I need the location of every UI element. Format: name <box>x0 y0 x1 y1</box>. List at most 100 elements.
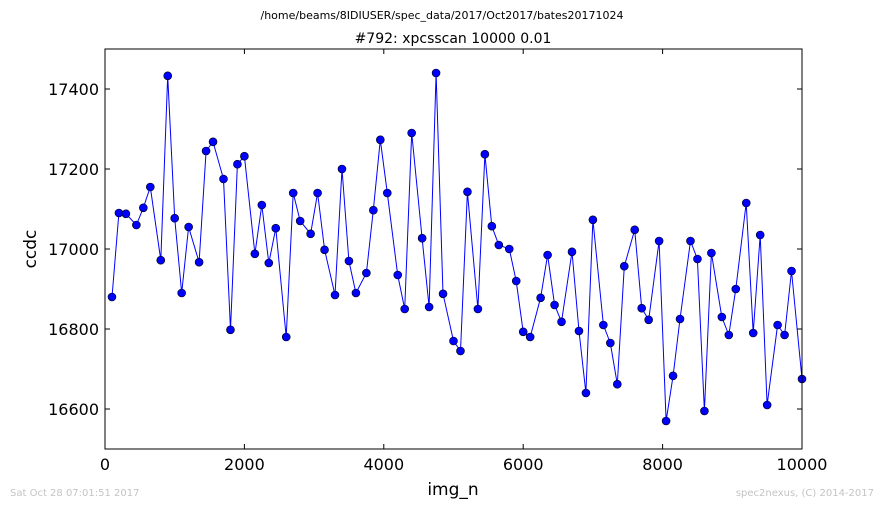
data-point <box>731 284 741 294</box>
y-tick-label: 17000 <box>48 240 99 259</box>
data-point <box>194 257 204 267</box>
data-point <box>201 146 211 156</box>
figure-suptitle: /home/beams/8IDIUSER/spec_data/2017/Oct2… <box>260 9 624 22</box>
data-point <box>250 249 260 259</box>
data-point <box>156 255 166 265</box>
y-tick-label: 17400 <box>48 80 99 99</box>
axis-ticks: 0 2000 4000 6000 8000 10000 16600 16800 17000 172… <box>48 49 827 474</box>
data-point <box>417 233 427 243</box>
data-point <box>661 416 671 426</box>
data-point <box>487 221 497 231</box>
data-point <box>741 198 751 208</box>
data-point <box>407 128 416 138</box>
data-point <box>264 258 274 268</box>
data-point <box>107 292 117 302</box>
data-point <box>518 327 528 337</box>
data-point <box>170 213 179 223</box>
data-point <box>588 215 598 225</box>
data-point <box>456 346 465 356</box>
series-line <box>111 72 803 422</box>
x-tick-label: 10000 <box>777 455 828 474</box>
data-point <box>536 293 545 303</box>
y-tick-label: 17200 <box>48 160 99 179</box>
data-point <box>668 371 678 381</box>
data-point <box>700 406 709 416</box>
data-point <box>177 288 186 298</box>
data-point <box>543 250 552 260</box>
data-point <box>226 325 235 335</box>
data-point <box>630 225 640 235</box>
data-point <box>146 182 155 192</box>
plot-marks <box>107 68 807 426</box>
data-point <box>574 326 584 336</box>
data-point <box>139 203 148 213</box>
data-point <box>473 304 483 314</box>
data-point <box>344 256 354 266</box>
data-point <box>424 302 434 312</box>
data-point <box>606 338 615 348</box>
data-point <box>581 388 591 398</box>
data-point <box>449 336 458 346</box>
x-tick-label: 0 <box>100 455 110 474</box>
data-point <box>504 244 514 254</box>
data-point <box>675 314 685 324</box>
footer-credit: spec2nexus, (C) 2014-2017 <box>735 488 874 499</box>
data-point <box>184 222 193 232</box>
data-point <box>393 270 403 280</box>
data-point <box>717 312 727 322</box>
data-point <box>431 68 441 78</box>
data-point <box>762 400 772 410</box>
data-point <box>281 332 291 342</box>
data-point <box>567 247 577 257</box>
data-point <box>219 174 228 184</box>
data-point <box>320 245 329 255</box>
x-tick-label: 6000 <box>503 455 544 474</box>
plot-frame <box>104 48 803 450</box>
data-point <box>369 205 378 215</box>
y-axis-label: ccdc <box>21 230 41 269</box>
data-point <box>557 317 566 327</box>
data-point <box>337 164 347 174</box>
data-point <box>494 240 504 250</box>
data-point <box>511 276 521 286</box>
data-point <box>780 330 789 340</box>
y-tick-label: 16800 <box>48 320 99 339</box>
data-point <box>612 379 622 389</box>
data-point <box>121 209 131 219</box>
data-point <box>257 200 267 210</box>
data-point <box>376 135 385 145</box>
x-tick-label: 2000 <box>224 455 265 474</box>
data-point <box>637 303 646 313</box>
data-point <box>724 330 734 340</box>
data-point <box>288 188 298 198</box>
data-point <box>599 320 608 330</box>
x-tick-label: 8000 <box>642 455 683 474</box>
data-point <box>787 266 796 276</box>
x-tick-label: 4000 <box>363 455 404 474</box>
data-point <box>463 187 472 197</box>
data-point <box>233 159 242 169</box>
data-point <box>755 230 765 240</box>
data-point <box>208 137 218 147</box>
data-point <box>438 289 448 299</box>
data-point <box>654 236 664 246</box>
data-point <box>693 254 702 264</box>
data-point <box>295 216 305 226</box>
data-point <box>400 304 410 314</box>
data-point <box>644 315 653 325</box>
y-tick-label: 16600 <box>48 400 99 419</box>
data-point <box>619 261 629 271</box>
data-point <box>132 220 141 230</box>
data-point <box>525 332 535 342</box>
data-point <box>240 151 249 161</box>
data-point <box>306 229 315 239</box>
data-point <box>362 268 371 278</box>
data-point <box>163 71 173 81</box>
x-axis-label: img_n <box>427 480 478 500</box>
data-point <box>707 248 716 258</box>
data-point <box>686 236 695 246</box>
data-point <box>382 188 392 198</box>
data-point <box>748 328 758 338</box>
data-point <box>351 288 361 298</box>
